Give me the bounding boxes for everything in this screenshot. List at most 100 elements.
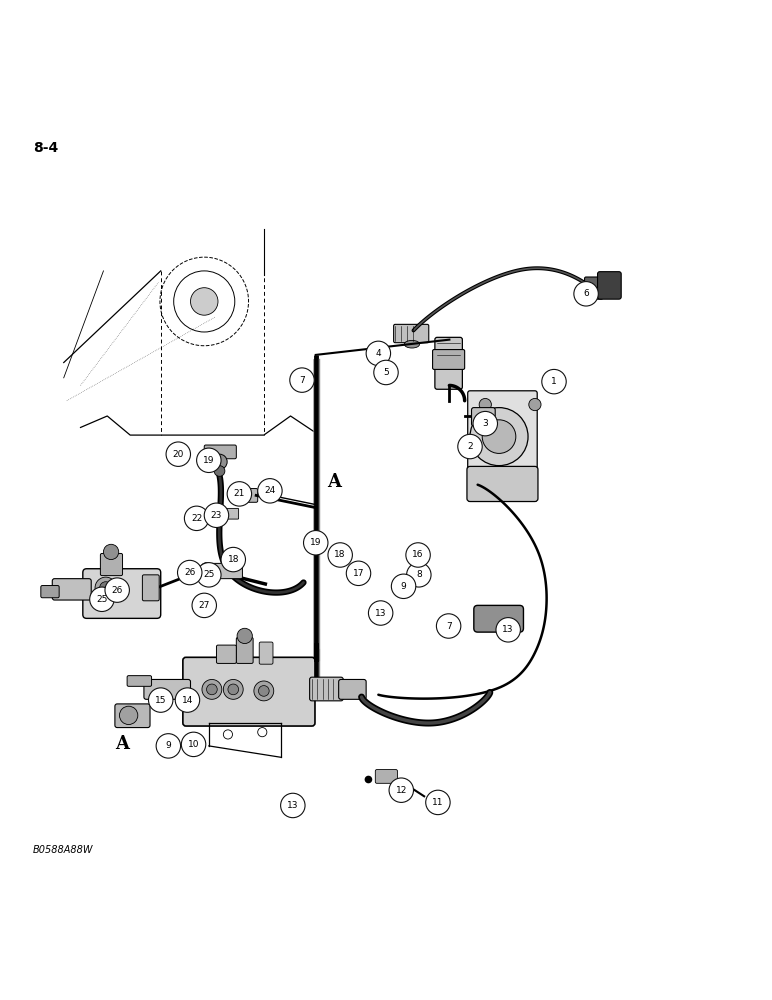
- Circle shape: [436, 614, 461, 638]
- Circle shape: [191, 288, 218, 315]
- Text: 23: 23: [211, 511, 222, 520]
- Text: 11: 11: [432, 798, 444, 807]
- FancyBboxPatch shape: [435, 337, 462, 389]
- Circle shape: [201, 563, 212, 575]
- Circle shape: [175, 688, 200, 712]
- FancyBboxPatch shape: [209, 563, 242, 579]
- Text: 21: 21: [234, 489, 245, 498]
- FancyBboxPatch shape: [216, 645, 236, 663]
- Circle shape: [178, 560, 202, 585]
- Circle shape: [364, 776, 372, 783]
- Ellipse shape: [405, 340, 420, 348]
- Text: 7: 7: [299, 376, 305, 385]
- FancyBboxPatch shape: [472, 408, 495, 426]
- Circle shape: [254, 681, 274, 701]
- Text: 17: 17: [353, 569, 364, 578]
- Circle shape: [181, 732, 206, 757]
- Text: 2: 2: [467, 442, 472, 451]
- Text: A: A: [327, 473, 341, 491]
- Circle shape: [188, 563, 200, 575]
- Text: 26: 26: [184, 568, 195, 577]
- FancyBboxPatch shape: [100, 553, 123, 576]
- Text: B0588A88W: B0588A88W: [33, 845, 93, 855]
- Circle shape: [185, 506, 209, 531]
- Circle shape: [259, 686, 269, 696]
- Circle shape: [479, 398, 492, 411]
- Circle shape: [366, 341, 391, 366]
- Circle shape: [223, 679, 243, 699]
- FancyBboxPatch shape: [259, 642, 273, 664]
- FancyBboxPatch shape: [142, 575, 159, 601]
- Circle shape: [407, 563, 431, 587]
- Circle shape: [290, 368, 314, 392]
- Circle shape: [214, 466, 225, 476]
- Circle shape: [368, 601, 393, 625]
- Circle shape: [425, 790, 450, 815]
- Text: 16: 16: [412, 550, 424, 559]
- Text: 22: 22: [191, 514, 202, 523]
- Circle shape: [95, 577, 117, 599]
- Circle shape: [482, 420, 516, 453]
- Circle shape: [156, 734, 181, 758]
- Circle shape: [458, 434, 482, 459]
- FancyBboxPatch shape: [598, 272, 621, 299]
- FancyBboxPatch shape: [310, 677, 344, 701]
- FancyBboxPatch shape: [236, 637, 253, 663]
- Circle shape: [389, 778, 414, 802]
- Circle shape: [406, 543, 430, 567]
- Text: A: A: [116, 735, 130, 753]
- Circle shape: [205, 503, 229, 527]
- Text: 27: 27: [198, 601, 210, 610]
- Circle shape: [221, 547, 245, 572]
- FancyBboxPatch shape: [41, 586, 59, 598]
- Text: 7: 7: [445, 622, 452, 631]
- Circle shape: [197, 448, 221, 473]
- Circle shape: [258, 728, 267, 737]
- FancyBboxPatch shape: [339, 679, 366, 699]
- Text: 1: 1: [551, 377, 557, 386]
- FancyBboxPatch shape: [467, 466, 538, 502]
- Text: 24: 24: [264, 486, 276, 495]
- FancyBboxPatch shape: [115, 704, 150, 728]
- Text: 6: 6: [583, 289, 589, 298]
- FancyBboxPatch shape: [432, 350, 465, 369]
- Circle shape: [105, 578, 130, 602]
- Text: 4: 4: [375, 349, 381, 358]
- FancyBboxPatch shape: [215, 508, 239, 519]
- Circle shape: [529, 398, 541, 411]
- Circle shape: [574, 282, 598, 306]
- Text: 13: 13: [375, 609, 387, 618]
- Text: 9: 9: [401, 582, 406, 591]
- Circle shape: [223, 730, 232, 739]
- Text: 8: 8: [416, 570, 422, 579]
- Circle shape: [280, 793, 305, 818]
- Circle shape: [120, 706, 138, 725]
- Text: 19: 19: [203, 456, 215, 465]
- Circle shape: [391, 574, 416, 599]
- Text: 25: 25: [203, 570, 215, 579]
- Circle shape: [473, 411, 497, 436]
- FancyBboxPatch shape: [52, 579, 91, 600]
- FancyBboxPatch shape: [474, 605, 523, 632]
- FancyBboxPatch shape: [375, 770, 398, 783]
- Text: 14: 14: [181, 696, 193, 705]
- Circle shape: [303, 531, 328, 555]
- Circle shape: [209, 509, 218, 518]
- Circle shape: [192, 593, 216, 618]
- Circle shape: [207, 684, 217, 695]
- Text: 19: 19: [310, 538, 321, 547]
- Circle shape: [347, 561, 371, 586]
- FancyBboxPatch shape: [394, 324, 428, 343]
- Text: 25: 25: [96, 595, 107, 604]
- Circle shape: [212, 454, 227, 469]
- Text: 18: 18: [228, 555, 239, 564]
- Text: 18: 18: [334, 550, 346, 559]
- Circle shape: [374, 360, 398, 385]
- FancyBboxPatch shape: [235, 489, 258, 502]
- Circle shape: [470, 408, 528, 466]
- Circle shape: [100, 582, 112, 594]
- Circle shape: [328, 543, 352, 567]
- Text: 12: 12: [395, 786, 407, 795]
- Text: 9: 9: [165, 741, 171, 750]
- FancyBboxPatch shape: [468, 391, 537, 476]
